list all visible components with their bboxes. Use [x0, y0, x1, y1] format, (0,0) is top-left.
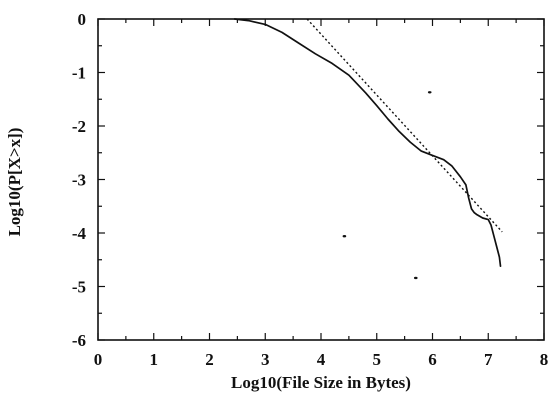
- y-tick-label: -3: [72, 171, 86, 190]
- solid-data-line: [233, 18, 502, 268]
- x-tick-label: 2: [205, 350, 214, 369]
- x-tick-label: 0: [94, 350, 103, 369]
- x-axis-label: Log10(File Size in Bytes): [231, 373, 411, 392]
- x-tick-label: 1: [150, 350, 159, 369]
- x-tick-label: 4: [317, 350, 326, 369]
- stray-mark: [413, 276, 418, 280]
- x-tick-label: 8: [540, 350, 549, 369]
- y-tick-label: -1: [72, 64, 86, 83]
- y-tick-label: -2: [72, 117, 86, 136]
- y-axis-label: Log10(P[X>x]): [5, 128, 24, 237]
- y-tick-label: -6: [72, 331, 86, 350]
- y-tick-label: 0: [78, 10, 87, 29]
- stray-mark: [427, 91, 432, 94]
- x-tick-labels: 0 1 2 3 4 5 6 7 8: [94, 350, 549, 369]
- series-group: [233, 18, 503, 268]
- x-tick-label: 6: [428, 350, 437, 369]
- y-tick-label: -4: [72, 224, 87, 243]
- speck-group: [342, 91, 432, 280]
- y-tick-labels: 0 -1 -2 -3 -4 -5 -6: [72, 10, 87, 350]
- y-tick-label: -5: [72, 278, 86, 297]
- x-tick-label: 5: [373, 350, 382, 369]
- plot-frame: [97, 18, 545, 341]
- x-tick-label: 3: [261, 350, 270, 369]
- stray-mark: [342, 235, 347, 238]
- x-tick-label: 7: [484, 350, 493, 369]
- axis-ticks: [97, 18, 545, 341]
- dotted-fit-line: [306, 18, 503, 233]
